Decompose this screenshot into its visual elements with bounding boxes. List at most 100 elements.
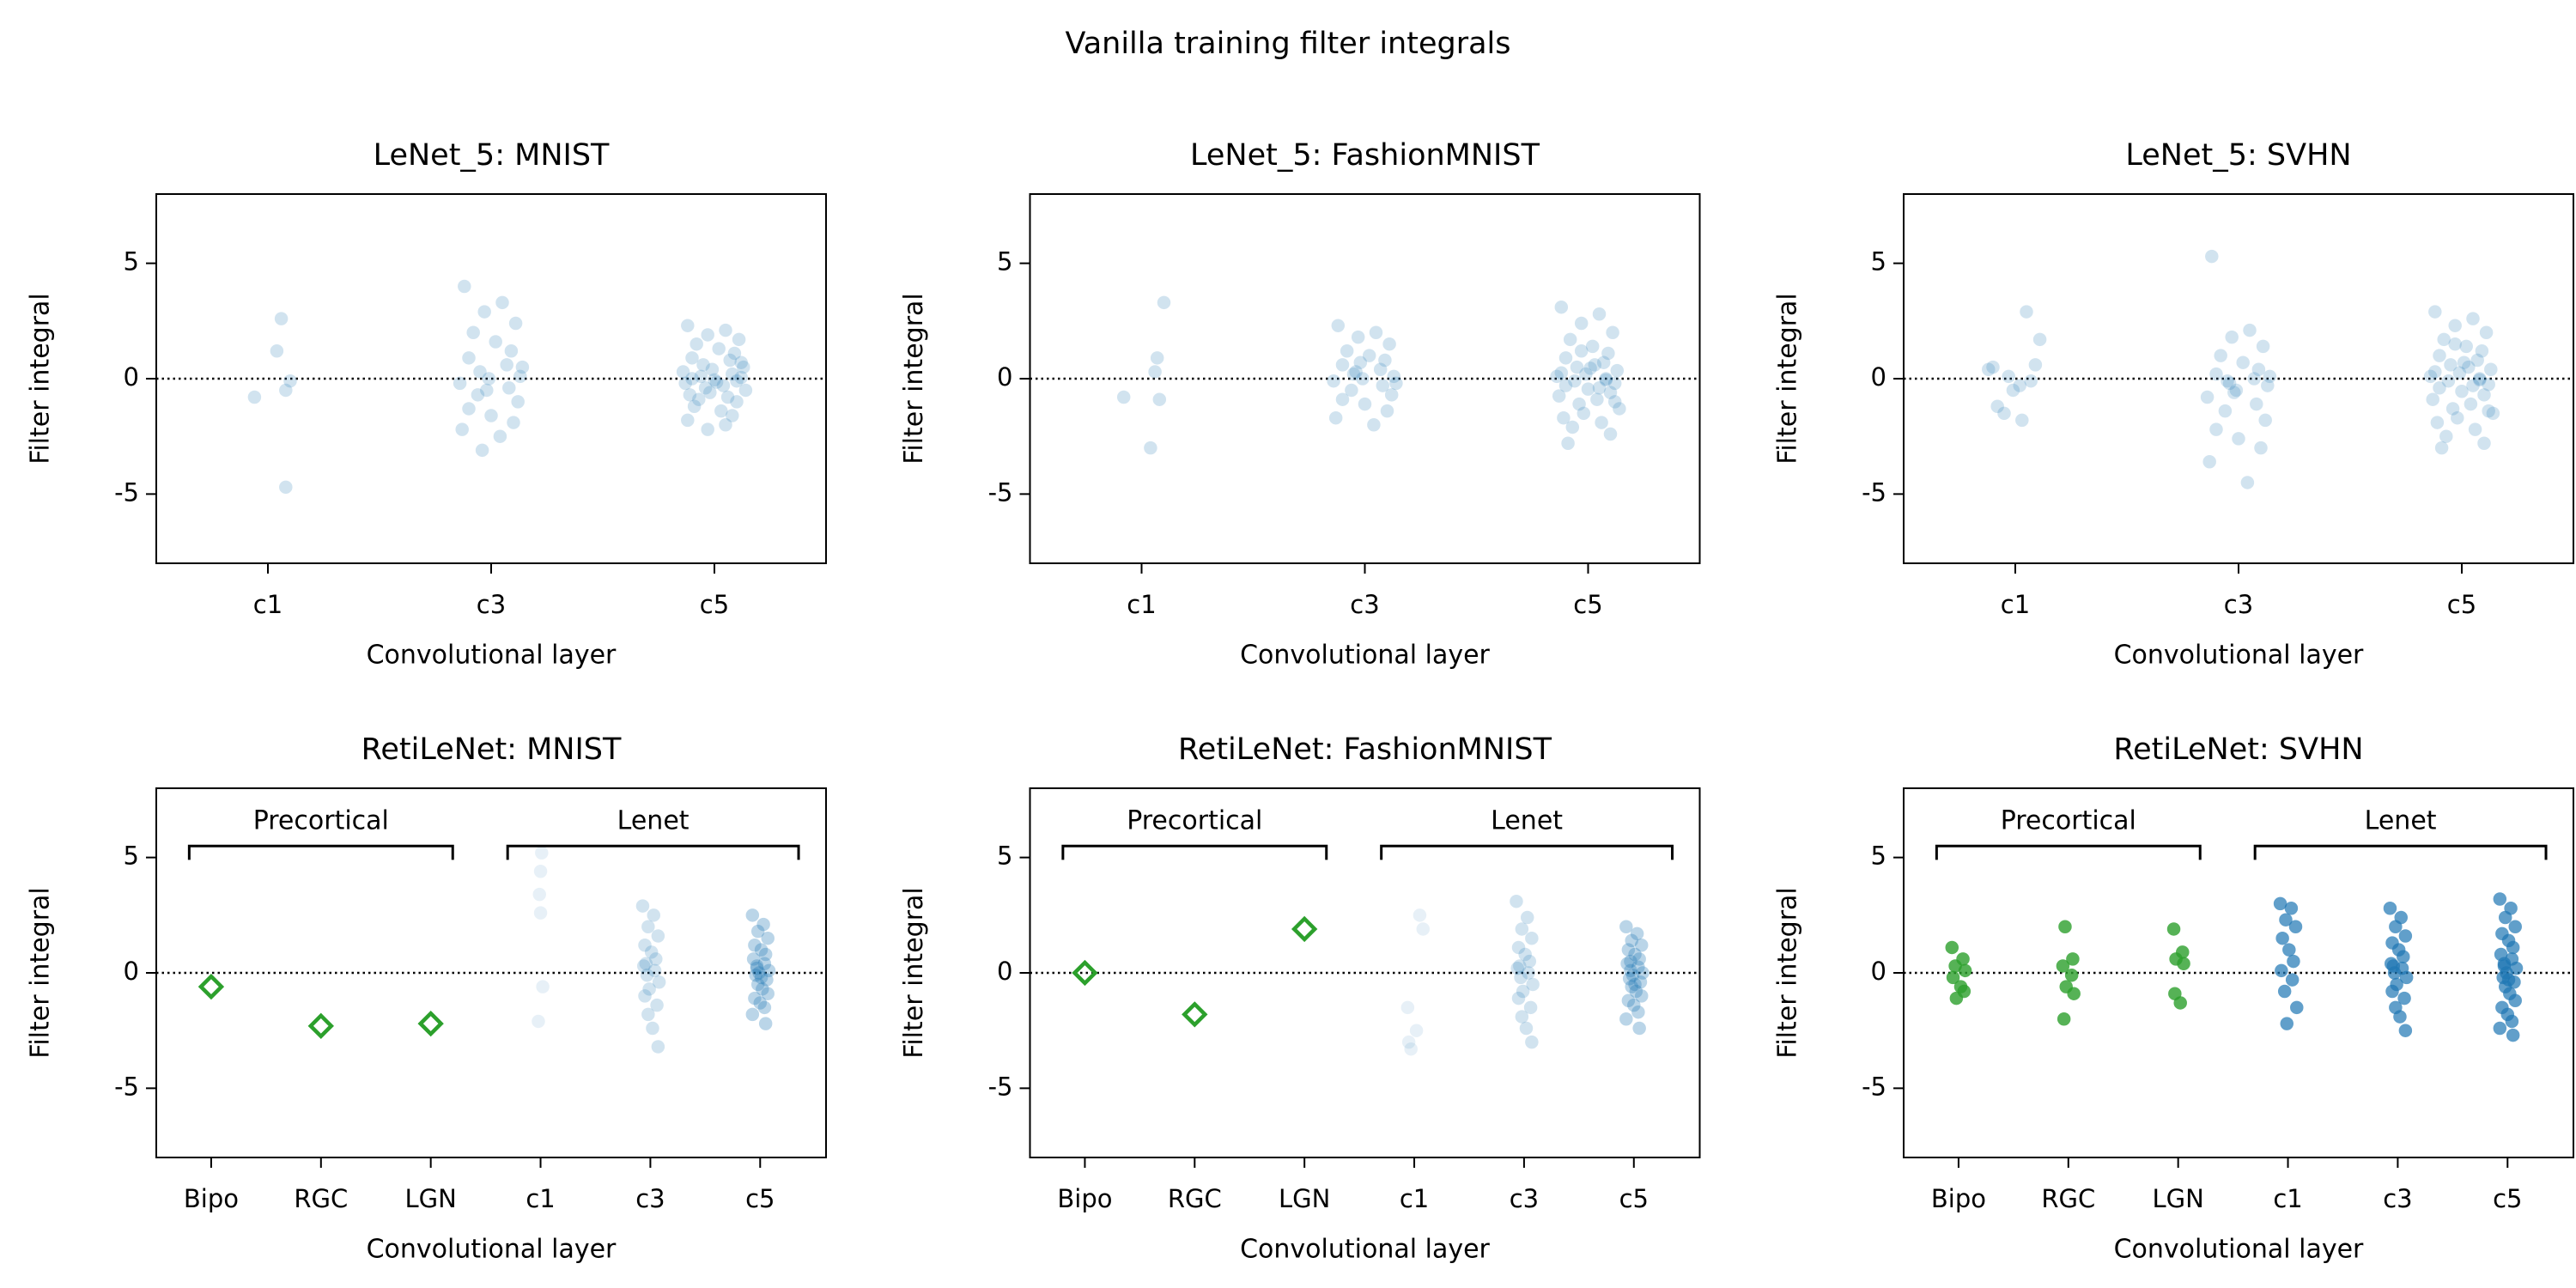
point xyxy=(1144,440,1157,455)
point xyxy=(687,399,702,413)
point xyxy=(1601,346,1615,361)
point xyxy=(2426,392,2439,406)
point xyxy=(1628,977,1642,992)
point xyxy=(2482,377,2495,392)
point xyxy=(690,337,703,351)
y-tick-label: -5 xyxy=(1862,1072,1886,1101)
point xyxy=(2383,902,2397,915)
point xyxy=(1511,991,1526,1005)
point xyxy=(2247,372,2261,386)
point xyxy=(1583,361,1597,375)
point xyxy=(719,323,732,337)
point xyxy=(532,1014,545,1029)
point xyxy=(274,312,289,325)
point xyxy=(1561,436,1575,450)
x-tick-label: c5 xyxy=(2447,590,2476,619)
point xyxy=(758,1017,773,1030)
y-axis-label: Filter integral xyxy=(899,887,929,1059)
point xyxy=(732,332,746,347)
x-tick-label: c3 xyxy=(635,1184,665,1213)
point xyxy=(2398,1024,2413,1037)
point xyxy=(2506,1028,2520,1042)
point xyxy=(1369,325,1383,339)
axes-frame xyxy=(1029,787,1701,1158)
point xyxy=(730,374,744,388)
point xyxy=(2508,920,2522,933)
point xyxy=(2209,367,2223,381)
point xyxy=(536,980,550,993)
point xyxy=(2273,896,2287,911)
point xyxy=(1603,427,1618,441)
point xyxy=(466,325,480,339)
point xyxy=(647,963,662,978)
point xyxy=(1523,1000,1538,1015)
point xyxy=(644,945,659,959)
point xyxy=(1416,922,1431,936)
point xyxy=(2462,360,2476,374)
x-tick-label: c1 xyxy=(253,590,283,619)
x-axis-label: Convolutional layer xyxy=(2114,1235,2364,1265)
point xyxy=(2221,374,2234,388)
point xyxy=(701,328,714,342)
x-tick-label: c3 xyxy=(2224,590,2253,619)
point xyxy=(1619,1012,1633,1026)
point xyxy=(1552,389,1566,403)
point xyxy=(2479,325,2494,339)
point xyxy=(2455,385,2469,398)
point xyxy=(635,899,650,913)
point xyxy=(694,369,708,384)
point xyxy=(2279,913,2293,927)
point xyxy=(307,1012,334,1039)
point xyxy=(638,939,652,952)
point xyxy=(1157,295,1171,310)
point xyxy=(646,1021,659,1036)
point xyxy=(197,973,225,1000)
point xyxy=(1401,1035,1416,1049)
point xyxy=(642,982,656,996)
x-tick-label: c3 xyxy=(477,590,506,619)
plot-area xyxy=(156,846,826,1054)
point xyxy=(1511,940,1526,955)
point xyxy=(279,480,293,495)
point xyxy=(480,383,494,398)
point xyxy=(1596,355,1611,369)
x-tick-label: c5 xyxy=(1619,1184,1649,1213)
x-axis-label: Convolutional layer xyxy=(367,641,617,671)
point xyxy=(513,369,527,384)
plot-area xyxy=(1904,249,2573,489)
point xyxy=(1522,966,1535,980)
x-tick-label: Bipo xyxy=(184,1184,239,1213)
point xyxy=(532,887,547,902)
point xyxy=(1335,358,1350,372)
subplot-title: LeNet_5: FashionMNIST xyxy=(1190,138,1540,173)
point xyxy=(1629,984,1643,999)
point xyxy=(2290,1000,2304,1015)
point xyxy=(2205,249,2219,264)
point xyxy=(712,342,726,355)
plot-area xyxy=(156,279,826,495)
subplot: LeNet_5: SVHN Convolutional layer Filter i… xyxy=(1773,138,2574,671)
x-tick-label: LGN xyxy=(1279,1184,1330,1213)
point xyxy=(511,395,525,409)
subplot: RetiLeNet: SVHN Convolutional layer Filter… xyxy=(1773,732,2574,1265)
point xyxy=(2484,362,2498,376)
x-tick-label: c1 xyxy=(1127,590,1156,619)
point xyxy=(473,365,487,379)
bracket-label: Precortical xyxy=(1127,806,1262,836)
y-axis-label: Filter integral xyxy=(26,887,56,1059)
point xyxy=(1624,963,1637,978)
point xyxy=(2433,349,2446,362)
point xyxy=(2256,339,2270,354)
point xyxy=(482,372,496,386)
y-tick-label: -5 xyxy=(988,1072,1013,1101)
point xyxy=(1378,353,1392,368)
point xyxy=(2056,959,2070,973)
point xyxy=(1387,369,1401,384)
point xyxy=(720,390,735,404)
point xyxy=(641,920,655,933)
point xyxy=(2482,404,2495,418)
point xyxy=(647,908,660,922)
point xyxy=(1150,351,1164,365)
axes-frame xyxy=(155,193,827,564)
point xyxy=(762,963,776,978)
